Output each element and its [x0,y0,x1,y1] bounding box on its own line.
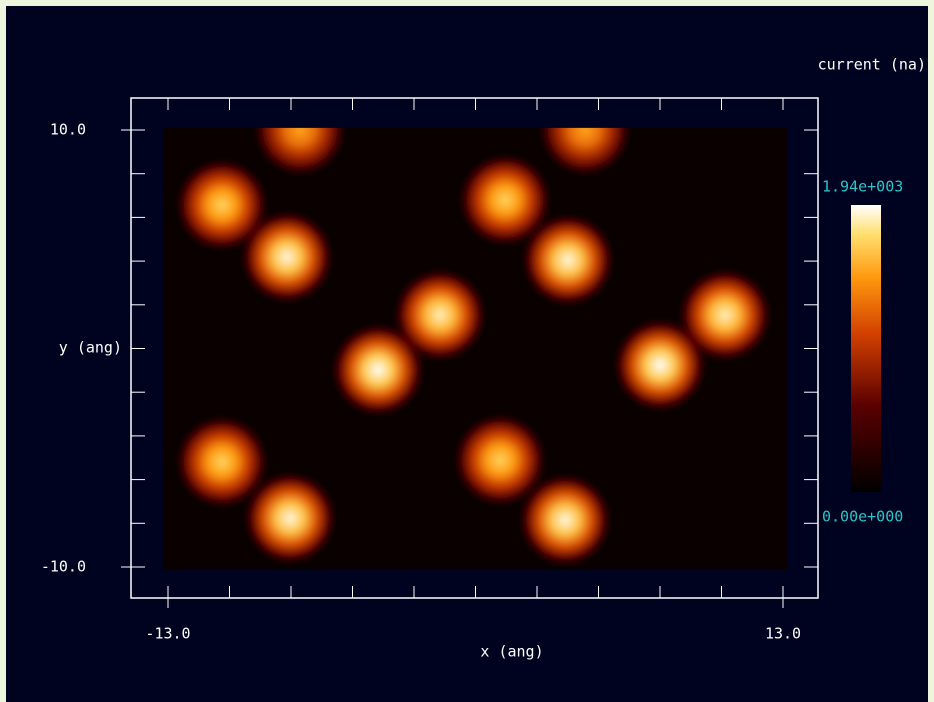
axes: -13.0 13.0 10.0 -10.0 x (ang) y (ang) [41,97,819,661]
peak [392,267,489,364]
peak [252,127,348,178]
peak [173,156,270,253]
colorbar-label: current (na) [818,56,926,74]
peak [677,267,774,364]
peak [238,208,335,305]
colorbar-tick-label: 1.94e+003 [822,178,903,196]
peak [330,321,427,418]
peak [242,470,339,567]
x-axis-label: x (ang) [480,643,543,661]
x-tick-label: -13.0 [145,625,190,643]
colorbar: 1.94e+003 0.00e+000 [822,178,903,526]
peak [452,411,549,508]
peak [517,472,614,569]
chart: -13.0 13.0 10.0 -10.0 x (ang) y (ang) 1.94e+0… [6,6,928,702]
peaks [173,127,774,569]
peak [612,317,708,414]
peak [457,151,554,248]
y-axis-label: y (ang) [59,339,122,357]
y-tick-label: 10.0 [50,121,86,139]
peak [173,413,270,510]
colorbar-tick-label: 0.00e+000 [822,508,903,526]
peak [537,127,634,178]
x-tick-label: 13.0 [765,625,801,643]
colorbar-gradient [851,205,881,492]
heatmap [163,127,788,570]
y-tick-label: -10.0 [41,558,86,576]
peak [519,212,616,309]
